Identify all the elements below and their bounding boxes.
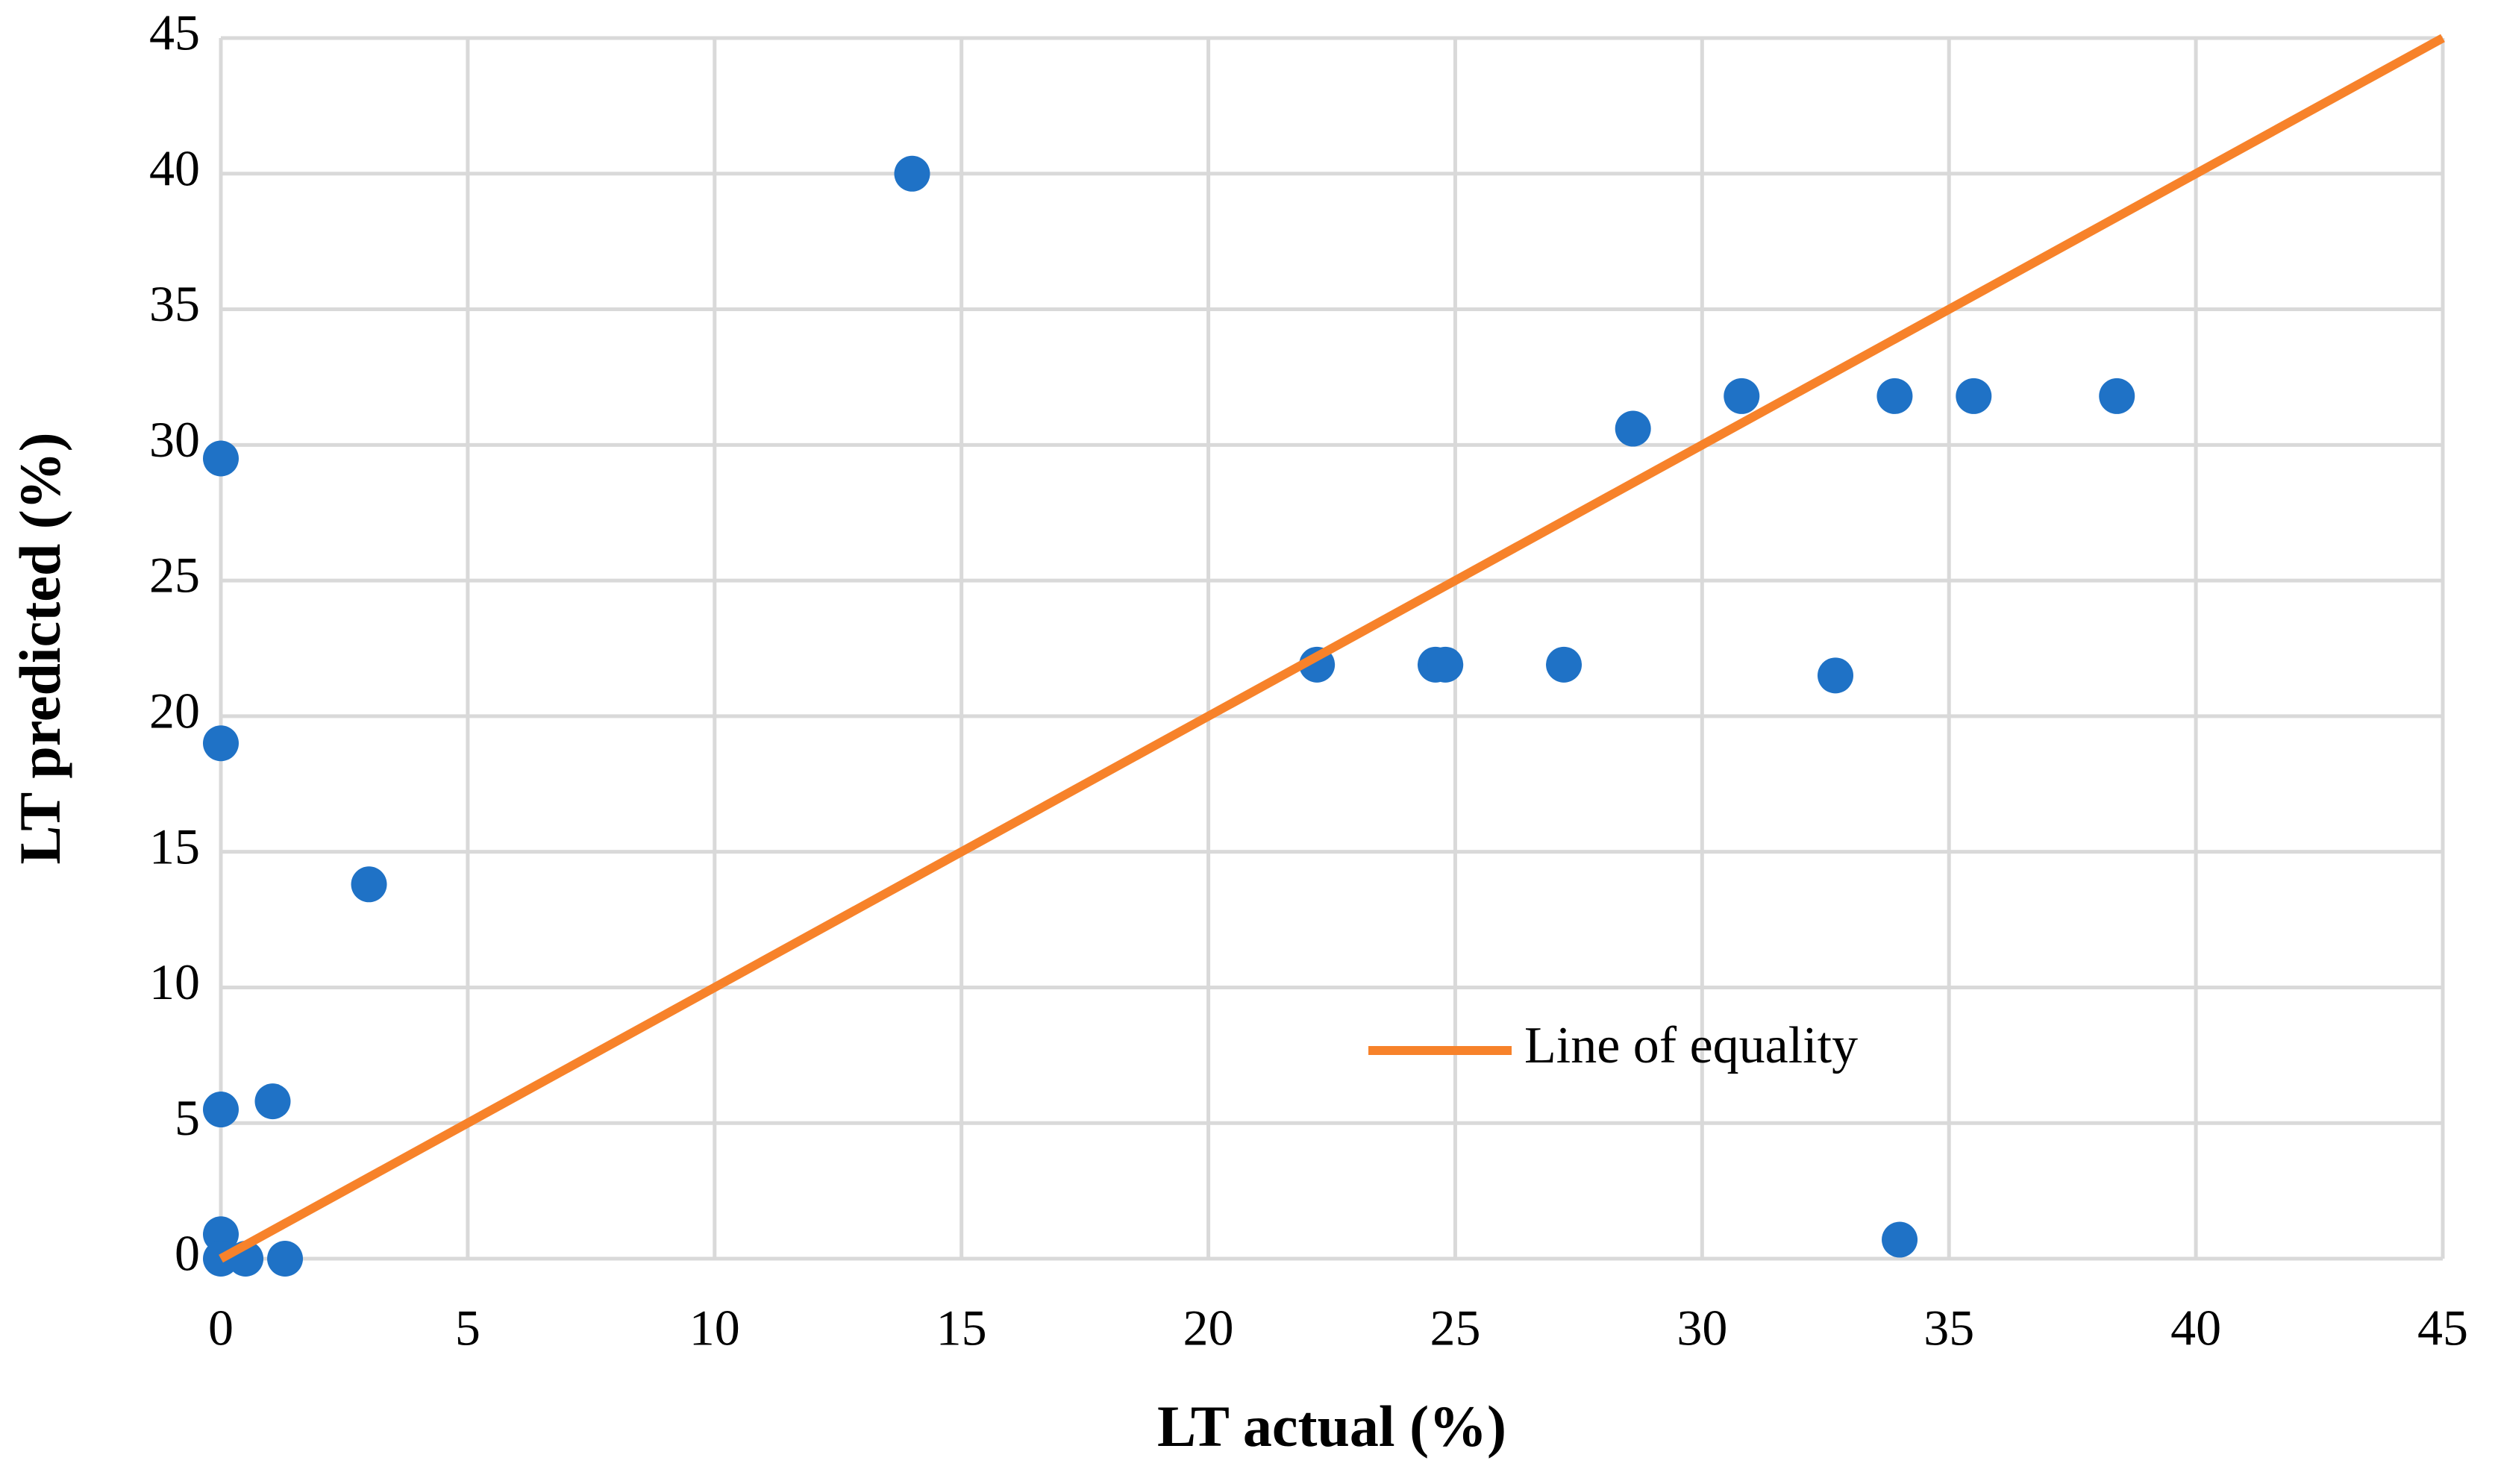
point	[1818, 657, 1854, 694]
point	[203, 440, 239, 477]
point	[254, 1083, 291, 1120]
point	[1724, 378, 1760, 414]
point	[1876, 378, 1913, 414]
y-tick-label: 45	[149, 4, 200, 61]
x-tick-label: 0	[208, 1300, 234, 1356]
point	[1615, 410, 1651, 447]
x-tick-label: 20	[1183, 1300, 1234, 1356]
y-tick-label: 30	[149, 411, 200, 468]
y-tick-label: 40	[149, 140, 200, 196]
y-tick-label: 20	[149, 682, 200, 739]
point	[1956, 378, 1992, 414]
y-tick-label: 10	[149, 954, 200, 1010]
point	[1882, 1221, 1918, 1258]
y-tick-label: 0	[175, 1225, 200, 1282]
x-tick-label: 30	[1677, 1300, 1727, 1356]
point	[2099, 378, 2135, 414]
point	[1546, 646, 1583, 683]
point	[351, 866, 387, 903]
y-axis-title: LT predicted (%)	[7, 432, 72, 864]
x-tick-label: 40	[2170, 1300, 2221, 1356]
x-tick-label: 5	[455, 1300, 480, 1356]
x-axis-title: LT actual (%)	[1157, 1394, 1506, 1459]
point	[267, 1241, 304, 1277]
x-tick-label: 25	[1430, 1300, 1480, 1356]
x-tick-label: 45	[2417, 1300, 2468, 1356]
y-tick-label: 15	[149, 818, 200, 874]
y-tick-label: 25	[149, 547, 200, 604]
y-tick-label: 35	[149, 275, 200, 332]
equality-line	[219, 34, 2445, 1263]
point	[894, 155, 930, 192]
point	[1427, 646, 1464, 683]
x-tick-label: 15	[936, 1300, 987, 1356]
point	[203, 725, 239, 762]
y-tick-label: 5	[175, 1089, 200, 1146]
legend-label: Line of equality	[1524, 1017, 1858, 1074]
point	[203, 1092, 239, 1128]
x-tick-label: 35	[1923, 1300, 1974, 1356]
x-tick-label: 10	[689, 1300, 740, 1356]
